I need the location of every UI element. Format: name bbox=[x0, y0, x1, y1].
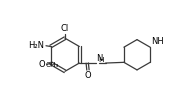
Text: NH: NH bbox=[151, 37, 164, 46]
Text: N: N bbox=[96, 54, 102, 63]
Text: O: O bbox=[39, 60, 45, 69]
Text: Cl: Cl bbox=[61, 24, 69, 33]
Text: CH₃: CH₃ bbox=[45, 62, 59, 68]
Text: H₂N: H₂N bbox=[29, 41, 45, 50]
Text: O: O bbox=[85, 71, 91, 80]
Text: H: H bbox=[98, 57, 103, 63]
